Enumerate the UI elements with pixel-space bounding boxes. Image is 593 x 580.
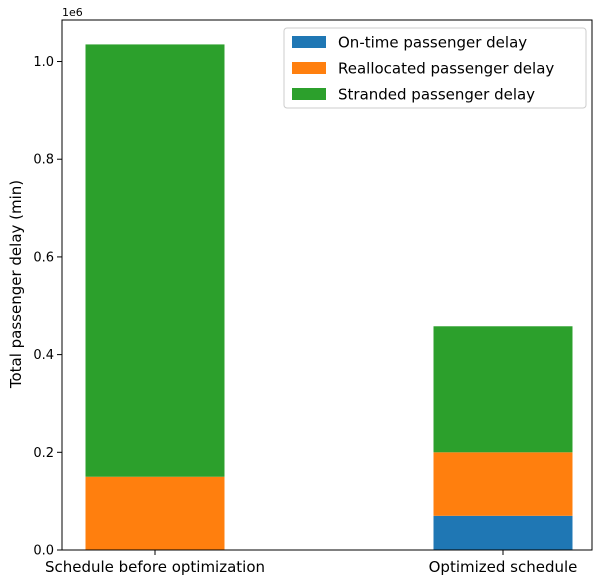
legend: On-time passenger delay Reallocated passe… <box>283 27 587 109</box>
legend-swatch <box>292 88 326 100</box>
y-tick-label: 0.4 <box>33 348 54 363</box>
legend-box <box>283 27 587 109</box>
y-axis-title: Total passenger delay (min) <box>7 180 25 389</box>
y-tick-label: 0.6 <box>33 250 54 265</box>
bar-segment-2-2 <box>433 452 573 516</box>
axes-layer: 0.0 0.2 0.4 0.6 0.8 1.0 Schedule before optimi… <box>33 19 593 576</box>
y-axis-offset-label: 1e6 <box>62 6 83 19</box>
y-tick-label: 0.0 <box>33 544 54 559</box>
legend-label: On-time passenger delay <box>338 34 527 52</box>
legend-label: Stranded passenger delay <box>338 86 535 104</box>
legend-swatch <box>292 36 326 48</box>
bar-segment-2-3 <box>433 326 573 453</box>
bar-segment-1-3 <box>85 44 225 477</box>
legend-label: Reallocated passenger delay <box>338 60 554 78</box>
plot-frame <box>61 19 593 551</box>
bars-layer <box>85 44 573 550</box>
y-tick-label: 0.2 <box>33 446 54 461</box>
y-tick-label: 0.8 <box>33 153 54 168</box>
x-tick-label: Schedule before optimization <box>45 558 265 576</box>
x-tick-label: Optimized schedule <box>429 558 578 576</box>
y-tick-label: 1.0 <box>33 55 54 70</box>
bar-segment-1-2 <box>85 476 225 550</box>
bar-segment-2-1 <box>433 515 573 550</box>
legend-swatch <box>292 62 326 74</box>
